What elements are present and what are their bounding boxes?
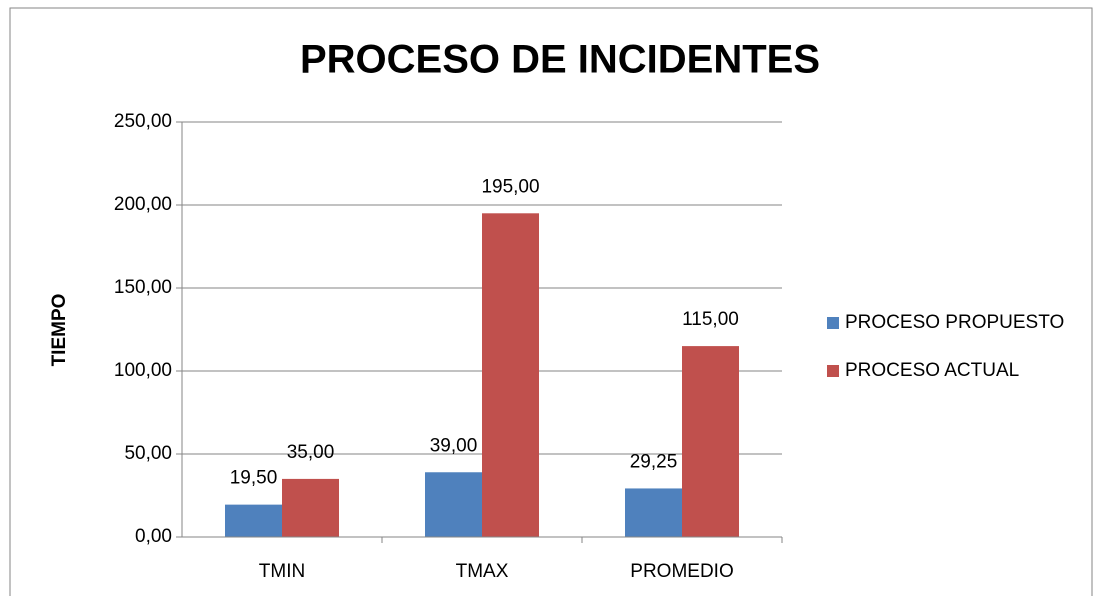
value-label: 115,00 — [682, 309, 739, 330]
bar — [225, 504, 282, 537]
legend-label: PROCESO ACTUAL — [845, 360, 1019, 381]
x-tick-label: PROMEDIO — [630, 561, 733, 582]
value-label: 29,25 — [630, 451, 678, 472]
bar — [625, 488, 682, 537]
y-tick-label: 150,00 — [114, 277, 172, 298]
y-tick-label: 50,00 — [124, 443, 172, 464]
bar — [482, 213, 539, 538]
legend-swatch — [827, 365, 839, 377]
y-tick-label: 100,00 — [114, 360, 172, 381]
chart-frame — [9, 7, 1093, 596]
x-tick-label: TMIN — [259, 561, 305, 582]
value-label: 195,00 — [481, 176, 539, 197]
value-label: 35,00 — [287, 442, 335, 463]
bar — [425, 472, 482, 537]
bar — [282, 478, 339, 537]
y-tick-label: 200,00 — [114, 194, 172, 215]
bar — [682, 346, 739, 537]
y-axis-label: TIEMPO — [49, 294, 70, 367]
chart-title: PROCESO DE INCIDENTES — [300, 38, 820, 82]
x-tick-label: TMAX — [456, 561, 509, 582]
legend-label: PROCESO PROPUESTO — [845, 312, 1064, 333]
legend-swatch — [827, 317, 839, 329]
value-label: 39,00 — [430, 435, 478, 456]
y-tick-label: 250,00 — [114, 111, 172, 132]
y-tick-label: 0,00 — [135, 526, 172, 547]
value-label: 19,50 — [230, 468, 278, 489]
